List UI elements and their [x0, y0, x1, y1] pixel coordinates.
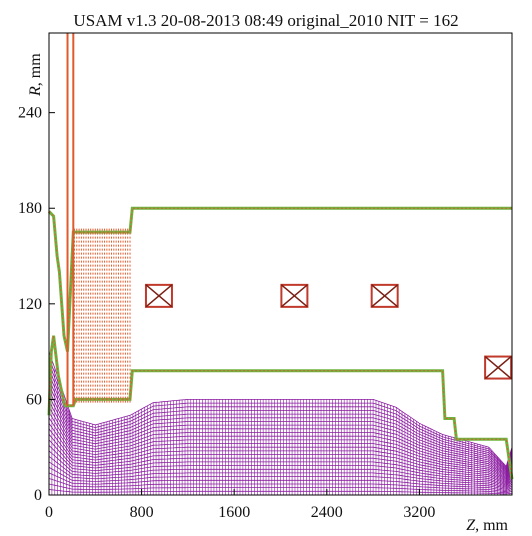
coil-cross [484, 355, 512, 380]
coil-cross [280, 284, 308, 308]
x-tick-label: 800 [130, 504, 154, 521]
y-tick-label: 240 [18, 105, 42, 122]
y-axis-label: R, mm [27, 53, 44, 97]
coil-box [144, 283, 173, 308]
coil-marker [370, 283, 399, 308]
x-axis-symbol: Z [466, 517, 476, 534]
coil-box [280, 283, 309, 308]
coil-box [484, 355, 513, 380]
plot-frame [48, 32, 513, 496]
plot-area [47, 33, 514, 495]
solenoid-coils [144, 283, 513, 380]
electrode-outer-outline [48, 207, 512, 352]
electrode-inner-outline [48, 335, 513, 480]
coil-box [370, 283, 399, 308]
coil-cross [145, 284, 173, 308]
y-axis-symbol: R [27, 86, 44, 97]
y-tick-label: 60 [26, 391, 42, 408]
beam-mesh [48, 351, 513, 495]
coil-marker [484, 355, 513, 380]
x-axis-ticks: 0 800 1600 2400 3200 [45, 489, 435, 521]
x-axis-label: Z, mm [466, 517, 508, 534]
coil-marker [280, 283, 309, 308]
svg-text:Z, mm: Z, mm [466, 517, 508, 534]
chart-title: USAM v1.3 20-08-2013 08:49 original_2010… [73, 11, 458, 30]
y-tick-label: 180 [18, 200, 42, 217]
x-tick-label: 0 [45, 504, 53, 521]
beam-trajectory [48, 351, 513, 468]
y-axis-ticks: 0 60 120 180 240 [18, 105, 55, 504]
coil-marker [144, 283, 173, 308]
y-axis-unit: , mm [27, 53, 44, 86]
electrode-outlines [47, 33, 514, 480]
x-tick-label: 3200 [403, 504, 435, 521]
svg-text:R, mm: R, mm [27, 53, 44, 97]
y-tick-label: 120 [18, 296, 42, 313]
coil-cross [371, 284, 399, 308]
x-tick-label: 2400 [311, 504, 343, 521]
x-axis-unit: , mm [475, 517, 508, 534]
y-tick-label: 0 [34, 487, 42, 504]
x-tick-label: 1600 [218, 504, 250, 521]
